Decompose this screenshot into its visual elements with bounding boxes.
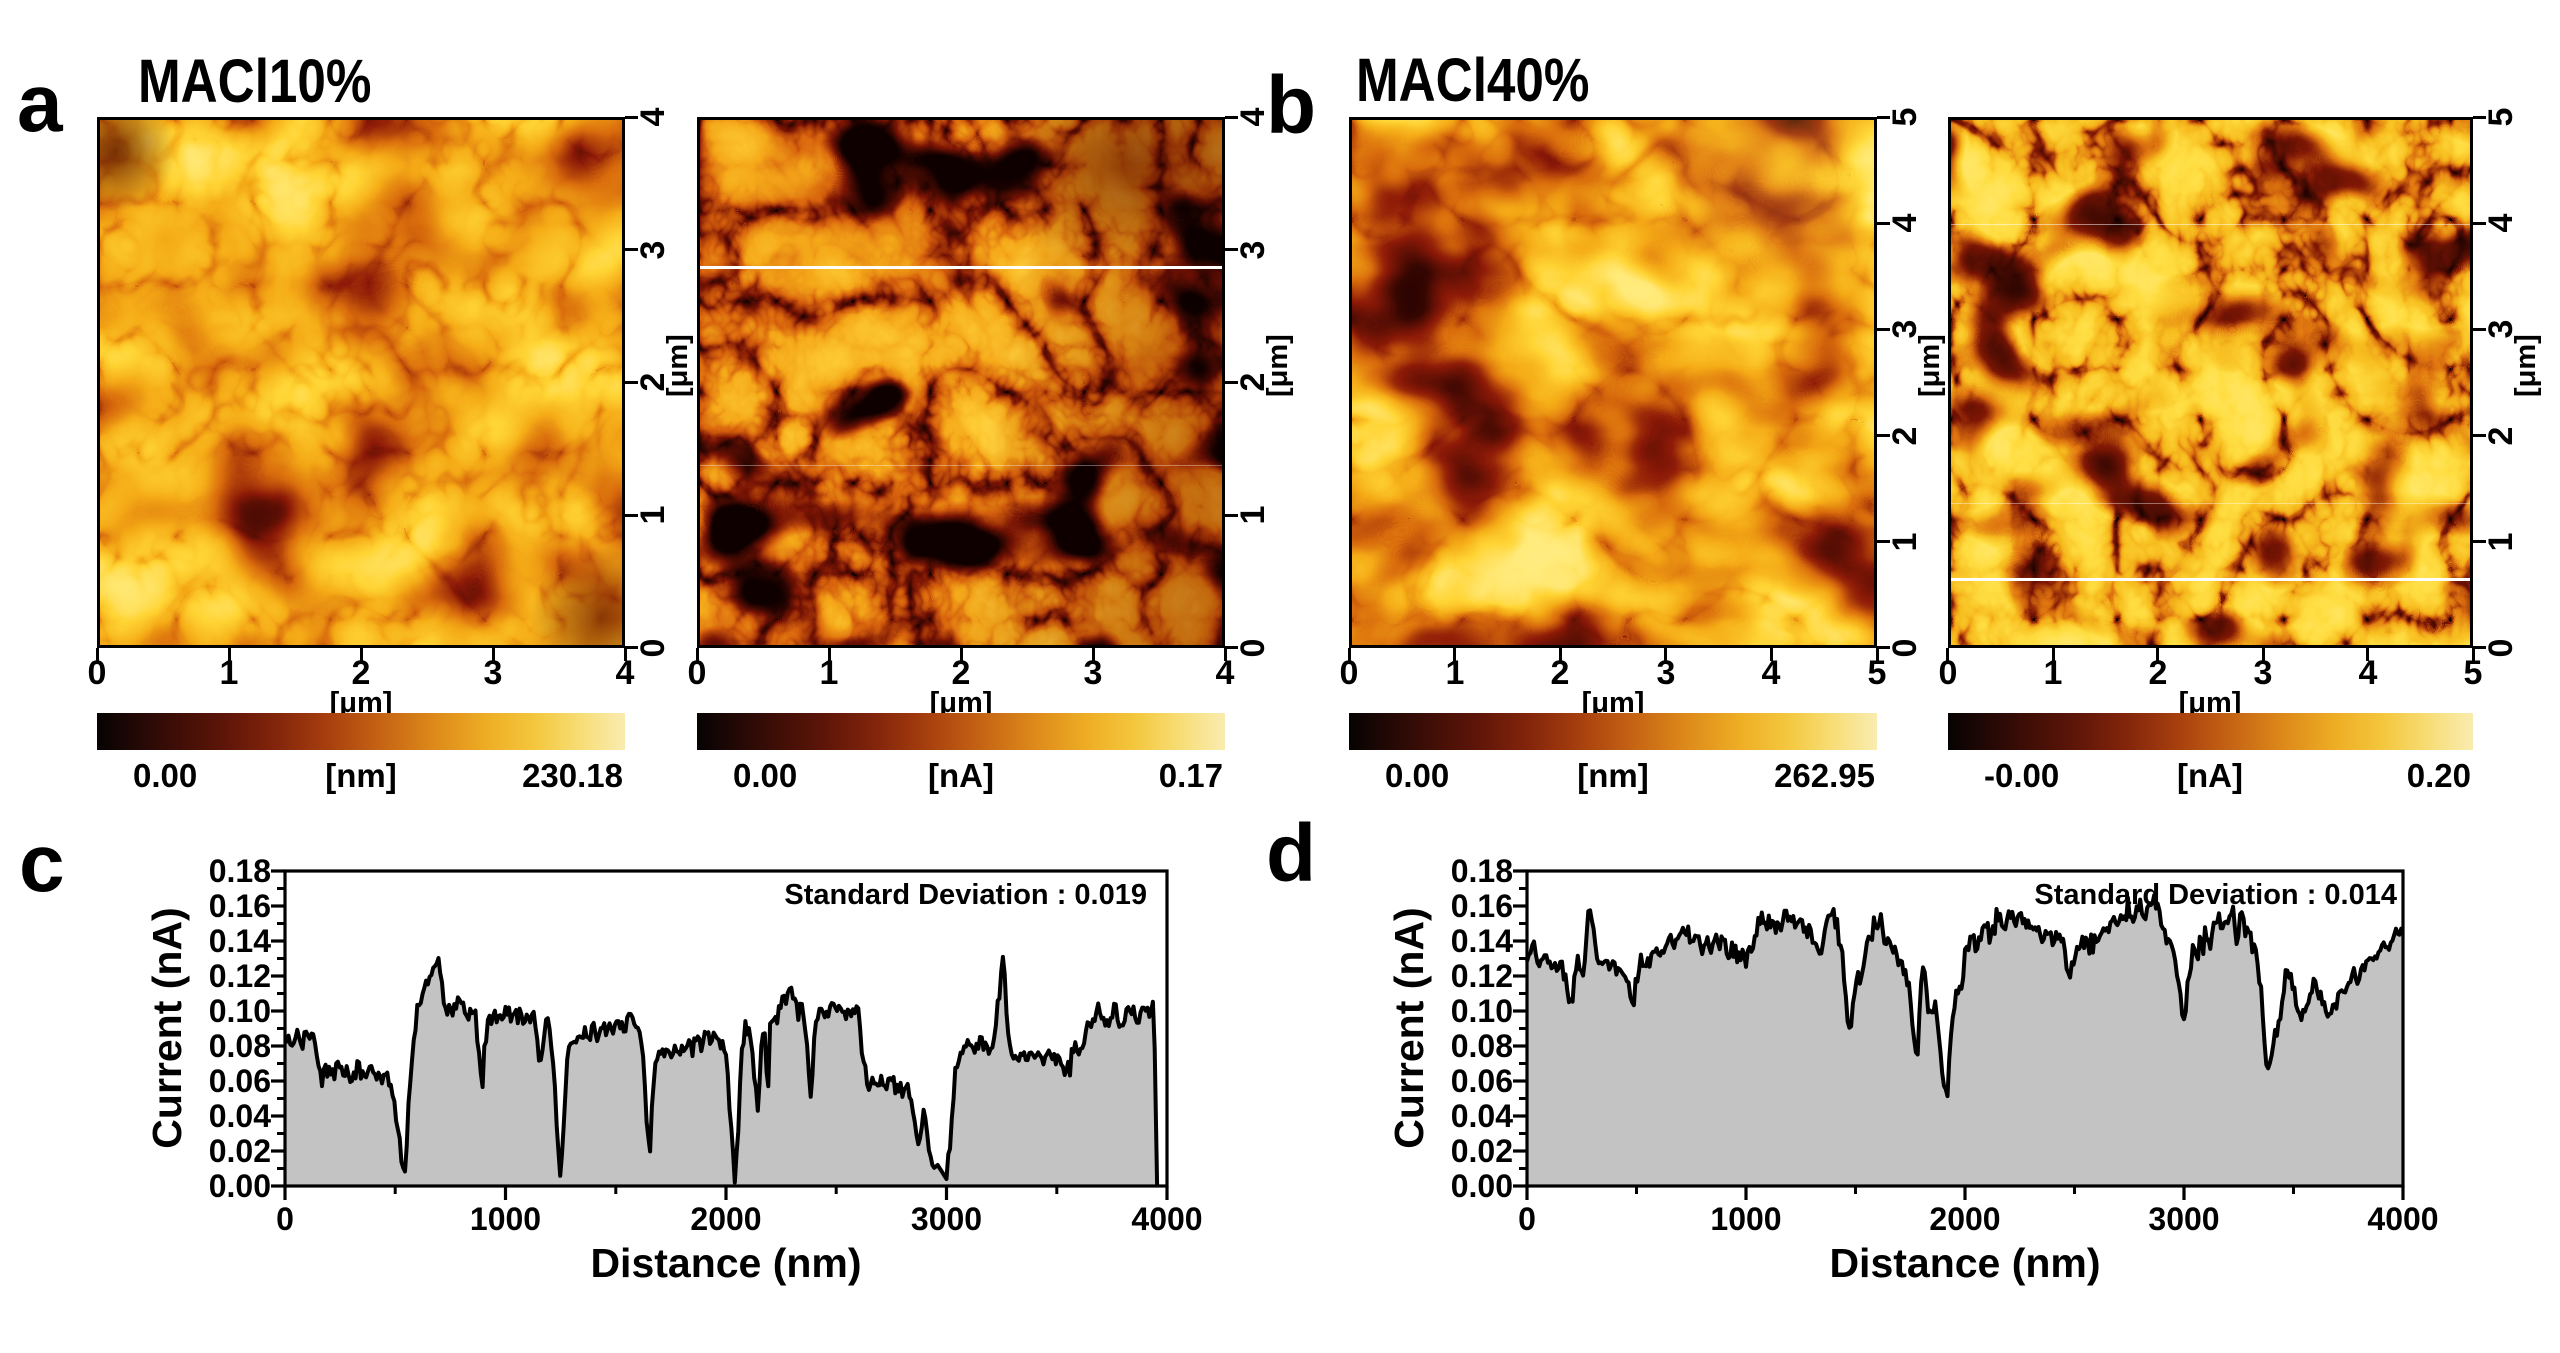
svg-text:4000: 4000 [2367,1201,2438,1237]
svg-text:0: 0 [276,1201,294,1237]
svg-text:0.12: 0.12 [1451,958,1513,994]
svg-text:0.08: 0.08 [1451,1028,1513,1064]
svg-text:Current (nA): Current (nA) [144,907,190,1148]
svg-text:Distance (nm): Distance (nm) [1829,1240,2100,1286]
svg-text:3000: 3000 [911,1201,982,1237]
svg-text:0.16: 0.16 [1451,888,1513,924]
svg-text:2000: 2000 [1929,1201,2000,1237]
svg-text:0.00: 0.00 [1451,1168,1513,1204]
svg-text:0.12: 0.12 [209,958,271,994]
svg-text:0.02: 0.02 [209,1133,271,1169]
svg-text:1000: 1000 [470,1201,541,1237]
svg-text:0: 0 [1518,1201,1536,1237]
svg-text:0.10: 0.10 [1451,993,1513,1029]
svg-text:4000: 4000 [1131,1201,1202,1237]
svg-text:3000: 3000 [2148,1201,2219,1237]
svg-text:0.14: 0.14 [209,923,271,959]
svg-text:Standard Deviation : 0.014: Standard Deviation : 0.014 [2034,879,2397,911]
svg-text:0.18: 0.18 [209,853,271,889]
svg-text:0.06: 0.06 [209,1063,271,1099]
svg-text:0.10: 0.10 [209,993,271,1029]
svg-text:0.04: 0.04 [209,1098,271,1134]
svg-text:0.14: 0.14 [1451,923,1513,959]
svg-text:Standard Deviation : 0.019: Standard Deviation : 0.019 [784,879,1147,911]
svg-text:0.08: 0.08 [209,1028,271,1064]
svg-text:0.16: 0.16 [209,888,271,924]
svg-text:Distance (nm): Distance (nm) [590,1240,861,1286]
svg-text:0.02: 0.02 [1451,1133,1513,1169]
svg-text:0.06: 0.06 [1451,1063,1513,1099]
svg-text:0.18: 0.18 [1451,853,1513,889]
svg-text:1000: 1000 [1710,1201,1781,1237]
svg-text:Current (nA): Current (nA) [1386,907,1432,1148]
svg-text:0.04: 0.04 [1451,1098,1513,1134]
svg-text:2000: 2000 [690,1201,761,1237]
svg-text:0.00: 0.00 [209,1168,271,1204]
